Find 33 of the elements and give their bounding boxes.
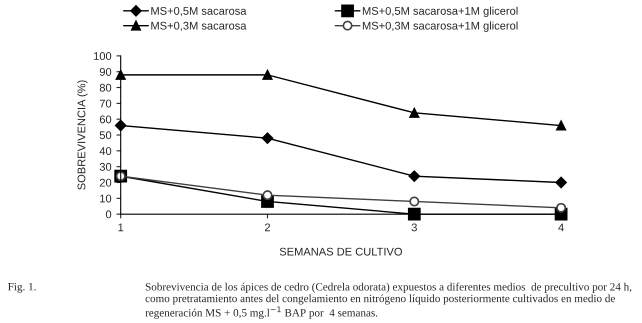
legend-label: MS+0,3M sacarosa+1M glicerol [362,21,518,32]
point [555,176,567,188]
y-tick-label: 0 [106,210,112,218]
y-tick-label: 30 [100,162,112,171]
point [262,70,272,80]
legend-label: MS+0,5M sacarosa [151,6,246,16]
y-tick-label: 60 [100,115,112,124]
y-tick-label: 70 [100,100,112,108]
point [409,196,420,206]
y-tick-label: 100 [94,52,112,60]
x-tick-label: 3 [412,223,417,232]
caption: Fig. 1. [8,282,36,293]
point [262,190,272,200]
legend-label: MS+0,3M sacarosa [151,22,246,31]
x-tick-label: 2 [264,223,270,232]
y-tick-label: 10 [100,194,112,202]
y-tick-label: 80 [100,84,112,92]
x-tick-label: 4 [558,224,564,232]
x-tick-label: 1 [118,224,124,232]
point [556,202,566,213]
point [409,108,420,118]
point [408,208,421,221]
y-tick-label: 50 [100,131,112,140]
text: Sobrevivencia de los ápices de cedro (Cedrela odorata) expuestos a diferentes medios de precultivo por 24 h, como pretratamiento antes del congelamiento en nitrógeno líquido posteriormente cultivados en medio de regeneración MS + 0,5 mg.l$^{−1}$ BAP por 4 semanas. [145,282,632,319]
y-tick-label: 90 [100,68,112,76]
point [556,120,566,131]
point [262,132,274,144]
y-axis-title: SOBREVIVENCIA (%) [77,80,88,190]
y-tick-label: 20 [100,178,112,187]
point [408,170,420,182]
x-axis-title: SEMANAS DE CULTIVO [280,248,402,256]
y-tick-label: 40 [100,147,112,155]
legend-label: MS+0,5M sacarosa+1M glicerol [362,6,518,18]
